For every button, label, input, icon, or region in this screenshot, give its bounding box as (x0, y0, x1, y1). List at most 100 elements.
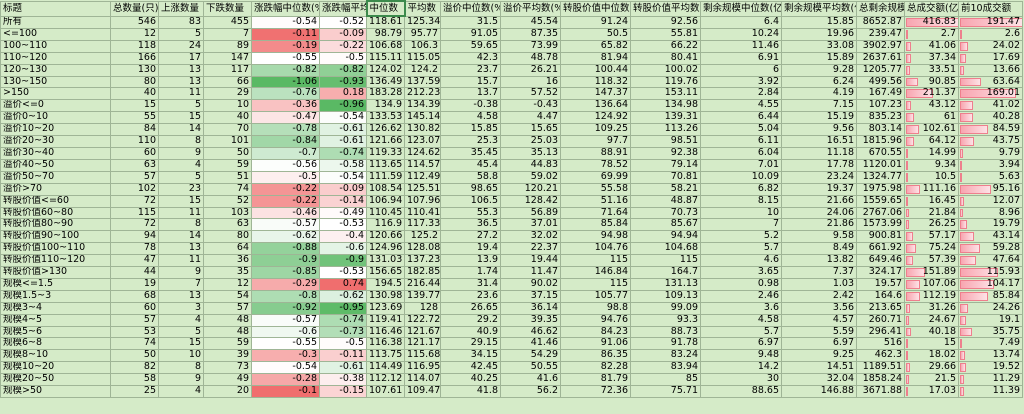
column-header[interactable]: 总剩余规模 (856, 0, 905, 17)
cell: 39.35 (500, 313, 561, 327)
data-bar (960, 196, 964, 206)
cell: 124.92 (560, 111, 631, 125)
cell-value: 43.12 (928, 99, 956, 111)
cell: 23.6 (440, 289, 501, 303)
cell: 119.41 (366, 313, 405, 327)
cell: 125.51 (404, 182, 441, 196)
cell-value: 3.94 (998, 159, 1020, 170)
cell: 119.76 (630, 75, 701, 89)
cell: 90.02 (500, 277, 561, 291)
cell: -0.55 (251, 337, 320, 351)
data-bar (906, 363, 910, 373)
cell-value: 5.63 (998, 171, 1020, 182)
column-header[interactable]: 涨跌幅平均数(%) (319, 0, 367, 17)
column-header[interactable]: 标题 (0, 0, 111, 17)
cell: 156.65 (366, 266, 405, 279)
data-bar (906, 268, 926, 277)
row-title: 110~120 (0, 51, 111, 65)
column-header[interactable]: 剩余规模平均数(亿) (781, 0, 857, 17)
cell: 17.78 (781, 158, 857, 172)
cell-value: 41.06 (928, 40, 956, 51)
cell: 12 (110, 27, 159, 41)
cell: -0.55 (251, 51, 320, 65)
cell: 125.2 (404, 230, 441, 244)
data-row: 规模5~6 53 5 48 -0.6 -0.73 116.46 121.67 40.9 46.62… (0, 325, 1023, 339)
cell: 116.95 (404, 361, 441, 375)
column-header[interactable]: 总数量(只) (110, 0, 159, 17)
column-header[interactable]: 总成交额(亿) (904, 0, 959, 17)
cell: 183.28 (366, 87, 405, 101)
cell: 19.1 (958, 313, 1023, 327)
cell: 41.8 (440, 385, 501, 398)
cell: 35.75 (958, 325, 1023, 339)
cell: 103 (203, 206, 252, 220)
cell: 75.71 (630, 385, 701, 398)
cell: 60 (110, 301, 159, 315)
cell: 151.89 (904, 266, 959, 279)
column-header[interactable]: 转股价值平均数 (630, 0, 701, 17)
cell: 64.12 (904, 135, 959, 148)
cell: 14 (158, 230, 204, 244)
column-header[interactable]: 涨跌幅中位数(%) (251, 0, 320, 17)
cell: 516 (856, 337, 905, 351)
cell: -0.5 (319, 51, 367, 65)
column-header[interactable]: 溢价中位数(%) (440, 0, 501, 17)
cell: 9.79 (958, 146, 1023, 160)
cell-value: 14.99 (928, 147, 956, 158)
cell: 115.93 (958, 266, 1023, 279)
column-header[interactable]: 平均数 (404, 0, 441, 17)
cell-value: 21.5 (934, 373, 956, 385)
cell: 134.98 (630, 99, 701, 113)
cell: 213.65 (856, 301, 905, 315)
row-title: 溢价<=0 (0, 99, 111, 113)
cell: -0.47 (251, 111, 320, 125)
cell: 105.77 (560, 289, 631, 303)
column-header[interactable]: 转股价值中位数 (560, 0, 631, 17)
cell: 86.35 (560, 349, 631, 363)
cell: 91.05 (440, 27, 501, 41)
cell: 10 (158, 349, 204, 363)
cell: 131.13 (630, 277, 701, 291)
column-header[interactable]: 剩余规模中位数(亿) (700, 0, 782, 17)
cell: 0.98 (700, 277, 782, 291)
cell: -0.58 (319, 158, 367, 172)
cell: 4.58 (440, 111, 501, 125)
cell: -0.88 (251, 242, 320, 256)
column-header[interactable]: 下跌数量 (203, 0, 252, 17)
cell: 42.45 (440, 361, 501, 375)
cell: -0.38 (319, 373, 367, 387)
column-header[interactable]: 前10成交额 (958, 0, 1023, 17)
column-header[interactable]: 中位数 (365, 0, 406, 17)
cell: 7 (700, 218, 782, 232)
cell: -0.3 (251, 349, 320, 363)
cell: 128 (404, 301, 441, 315)
cell: 36.14 (500, 301, 561, 315)
data-bar (906, 303, 910, 313)
column-header[interactable]: 上涨数量 (158, 0, 204, 17)
cell: 112.19 (904, 289, 959, 303)
data-row: 溢价>70 102 23 74 -0.22 -0.09 108.54 125.51 98.65 1… (0, 182, 1023, 196)
cell: 83 (158, 15, 204, 29)
cell: 82.28 (560, 361, 631, 375)
cell: 15 (158, 194, 204, 208)
cell: 101 (203, 135, 252, 148)
cell: 58.21 (630, 182, 701, 196)
cell: 57.39 (904, 254, 959, 268)
cell-value: 151.89 (922, 266, 956, 278)
cell-value: 169.01 (986, 87, 1020, 99)
data-bar (960, 351, 965, 361)
cell: 166 (110, 51, 159, 65)
cell: 2.6 (958, 27, 1023, 41)
data-bar (906, 315, 910, 325)
cell: 78.52 (560, 158, 631, 172)
cell: 94.98 (560, 230, 631, 244)
cell: 4.58 (700, 313, 782, 327)
column-header[interactable]: 溢价平均数(%) (500, 0, 561, 17)
cell: 10.09 (700, 170, 782, 184)
cell: 59 (203, 337, 252, 351)
cell: 19 (110, 277, 159, 291)
cell: -0.96 (319, 99, 367, 113)
cell: 71.64 (560, 206, 631, 220)
cell: 22.37 (500, 242, 561, 256)
cell: 61 (904, 111, 959, 125)
